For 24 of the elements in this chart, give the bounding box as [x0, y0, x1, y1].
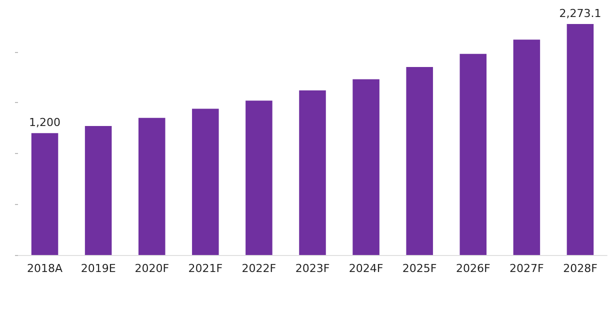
x-tick-label: 2022F [242, 262, 276, 275]
x-tick-label: 2021F [188, 262, 223, 275]
x-tick-label: 2028F [563, 262, 598, 275]
bar [84, 126, 112, 255]
bar [246, 100, 272, 255]
bar [299, 90, 326, 255]
bar [406, 67, 433, 255]
x-tick-label: 2026F [456, 262, 490, 275]
data-label: 2,273.1 [559, 7, 602, 20]
x-tick-label: 2023F [295, 262, 330, 275]
bar [352, 79, 380, 255]
bar [138, 118, 166, 255]
x-tick-label: 2024F [348, 262, 384, 275]
bar [31, 133, 58, 255]
bar [513, 40, 540, 255]
x-tick-label: 2018A [27, 262, 63, 275]
x-tick-label: 2025F [402, 262, 437, 275]
x-tick-label: 2020F [134, 262, 170, 275]
bar [460, 54, 487, 255]
x-tick-label: 2027F [510, 262, 544, 275]
x-tick-label: 2019E [80, 262, 116, 275]
bar [566, 24, 594, 255]
data-label: 1,200 [29, 116, 61, 130]
bar [192, 108, 219, 255]
